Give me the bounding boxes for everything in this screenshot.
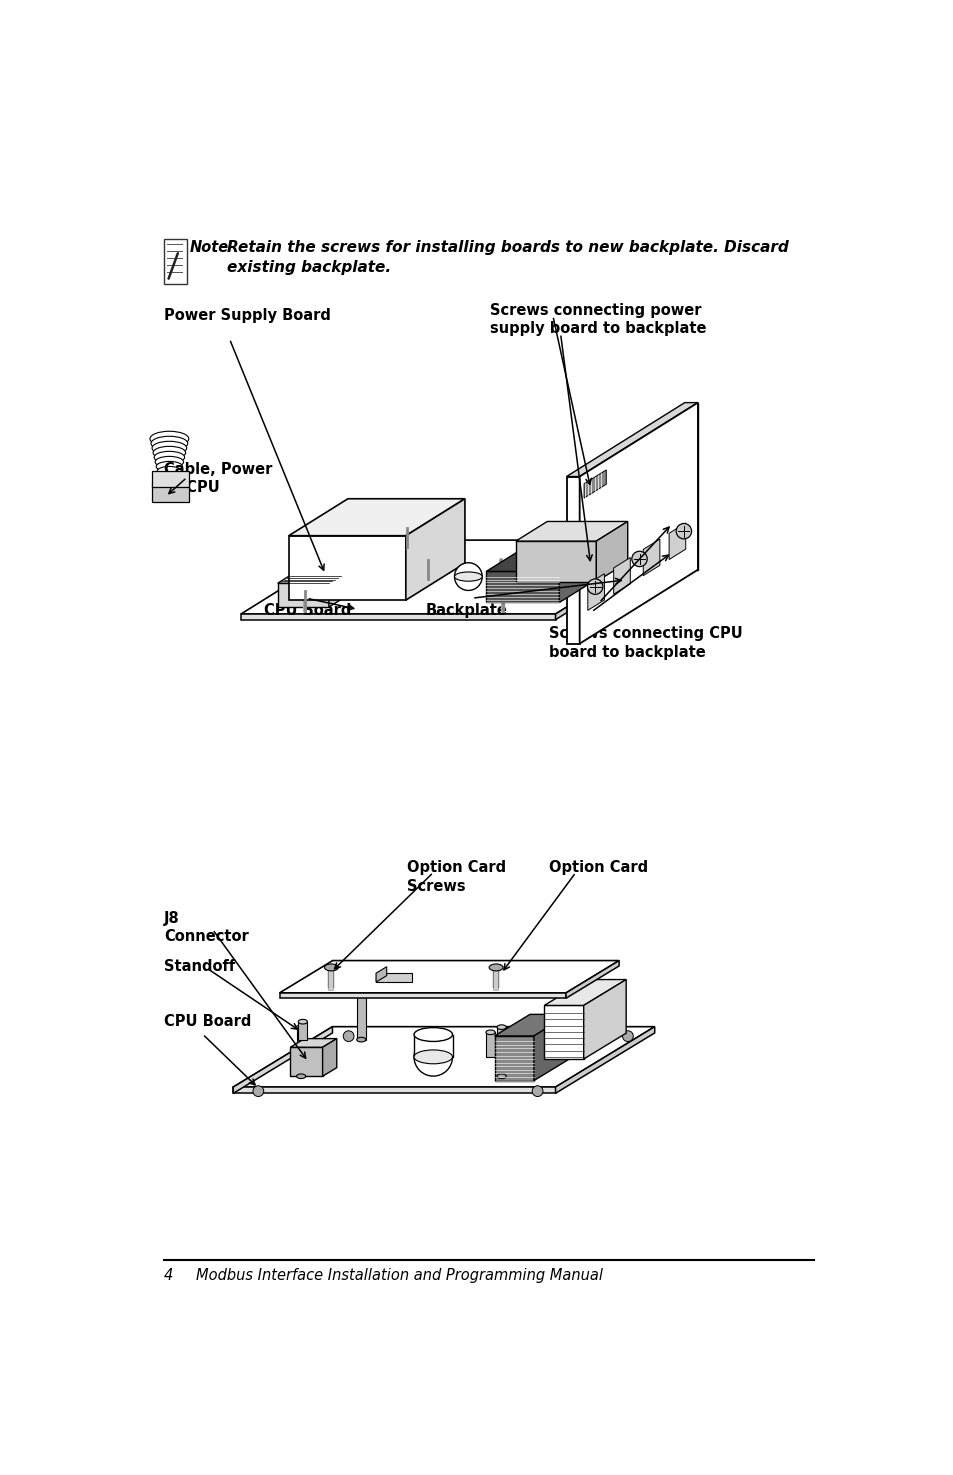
- Polygon shape: [516, 541, 596, 581]
- Text: Power Supply Board: Power Supply Board: [164, 308, 331, 323]
- FancyBboxPatch shape: [497, 1027, 506, 1077]
- Text: J8
Connector: J8 Connector: [164, 910, 249, 944]
- Polygon shape: [587, 574, 604, 611]
- Text: Cable, Power
to CPU: Cable, Power to CPU: [164, 462, 272, 496]
- Polygon shape: [566, 476, 579, 643]
- Polygon shape: [289, 535, 405, 600]
- Polygon shape: [375, 966, 386, 982]
- Polygon shape: [534, 1015, 569, 1081]
- FancyBboxPatch shape: [414, 1034, 452, 1058]
- Polygon shape: [516, 522, 627, 541]
- FancyBboxPatch shape: [356, 991, 366, 1040]
- Ellipse shape: [414, 1050, 452, 1063]
- Text: Option Card: Option Card: [548, 860, 647, 875]
- Polygon shape: [613, 558, 630, 594]
- Ellipse shape: [497, 1074, 506, 1078]
- Ellipse shape: [156, 462, 182, 472]
- Polygon shape: [375, 974, 412, 982]
- Ellipse shape: [151, 437, 188, 450]
- Polygon shape: [277, 572, 347, 583]
- Polygon shape: [233, 1087, 555, 1093]
- Circle shape: [622, 1031, 633, 1041]
- Polygon shape: [494, 1015, 569, 1035]
- Polygon shape: [494, 1035, 534, 1081]
- Polygon shape: [233, 1027, 332, 1093]
- Ellipse shape: [298, 1019, 307, 1024]
- Circle shape: [532, 1086, 542, 1096]
- Text: Backplate: Backplate: [425, 603, 507, 618]
- Polygon shape: [241, 614, 555, 620]
- Ellipse shape: [152, 441, 187, 454]
- Text: Note: Note: [190, 240, 229, 255]
- Text: Option Card
Screws: Option Card Screws: [406, 860, 505, 894]
- FancyBboxPatch shape: [164, 239, 187, 285]
- Text: Screws connecting CPU
board to backplate: Screws connecting CPU board to backplate: [548, 625, 742, 659]
- Text: 4: 4: [164, 1268, 173, 1283]
- Polygon shape: [290, 1038, 336, 1047]
- Text: existing backplate.: existing backplate.: [227, 260, 391, 276]
- Ellipse shape: [356, 988, 366, 993]
- Polygon shape: [290, 1047, 322, 1077]
- Ellipse shape: [414, 1028, 452, 1041]
- Ellipse shape: [150, 431, 189, 447]
- Polygon shape: [233, 1027, 654, 1087]
- Polygon shape: [241, 540, 673, 614]
- Circle shape: [414, 1037, 452, 1077]
- Circle shape: [631, 552, 646, 566]
- Polygon shape: [555, 1027, 654, 1093]
- Polygon shape: [289, 499, 464, 535]
- Text: CPU Board: CPU Board: [264, 603, 351, 618]
- Polygon shape: [486, 530, 625, 571]
- Text: CPU Board: CPU Board: [164, 1013, 251, 1030]
- Circle shape: [454, 563, 481, 590]
- Ellipse shape: [356, 1037, 366, 1041]
- Polygon shape: [566, 403, 698, 476]
- Polygon shape: [596, 522, 627, 581]
- Circle shape: [587, 580, 602, 594]
- Polygon shape: [322, 1038, 336, 1077]
- FancyBboxPatch shape: [152, 482, 190, 502]
- Polygon shape: [555, 540, 673, 620]
- Polygon shape: [544, 1006, 583, 1059]
- FancyBboxPatch shape: [298, 1022, 307, 1040]
- Polygon shape: [558, 530, 625, 602]
- Ellipse shape: [296, 1025, 305, 1030]
- Circle shape: [343, 1031, 354, 1041]
- Ellipse shape: [296, 1074, 305, 1078]
- Ellipse shape: [489, 965, 502, 971]
- Text: Screws connecting power
supply board to backplate: Screws connecting power supply board to …: [489, 302, 705, 336]
- Polygon shape: [583, 979, 625, 1059]
- Text: Retain the screws for installing boards to new backplate. Discard: Retain the screws for installing boards …: [227, 240, 788, 255]
- Ellipse shape: [324, 965, 338, 971]
- Ellipse shape: [154, 451, 185, 463]
- Ellipse shape: [454, 572, 481, 581]
- Circle shape: [676, 524, 691, 538]
- Polygon shape: [684, 403, 698, 569]
- Polygon shape: [329, 572, 347, 608]
- Polygon shape: [486, 571, 558, 602]
- FancyBboxPatch shape: [296, 1027, 305, 1077]
- Ellipse shape: [497, 1025, 506, 1030]
- Polygon shape: [279, 993, 565, 999]
- Circle shape: [253, 1086, 263, 1096]
- FancyBboxPatch shape: [485, 1032, 495, 1058]
- Polygon shape: [544, 979, 625, 1006]
- Polygon shape: [583, 471, 606, 499]
- Ellipse shape: [157, 466, 181, 476]
- Polygon shape: [565, 960, 618, 999]
- Polygon shape: [277, 583, 329, 608]
- Polygon shape: [405, 499, 464, 600]
- Ellipse shape: [485, 1030, 495, 1034]
- Text: Modbus Interface Installation and Programming Manual: Modbus Interface Installation and Progra…: [196, 1268, 602, 1283]
- Ellipse shape: [155, 456, 183, 468]
- Polygon shape: [279, 960, 618, 993]
- Polygon shape: [579, 403, 698, 643]
- FancyBboxPatch shape: [152, 471, 190, 487]
- Polygon shape: [668, 522, 685, 559]
- Polygon shape: [642, 538, 659, 575]
- Text: Standoff: Standoff: [164, 959, 235, 974]
- Ellipse shape: [152, 447, 186, 459]
